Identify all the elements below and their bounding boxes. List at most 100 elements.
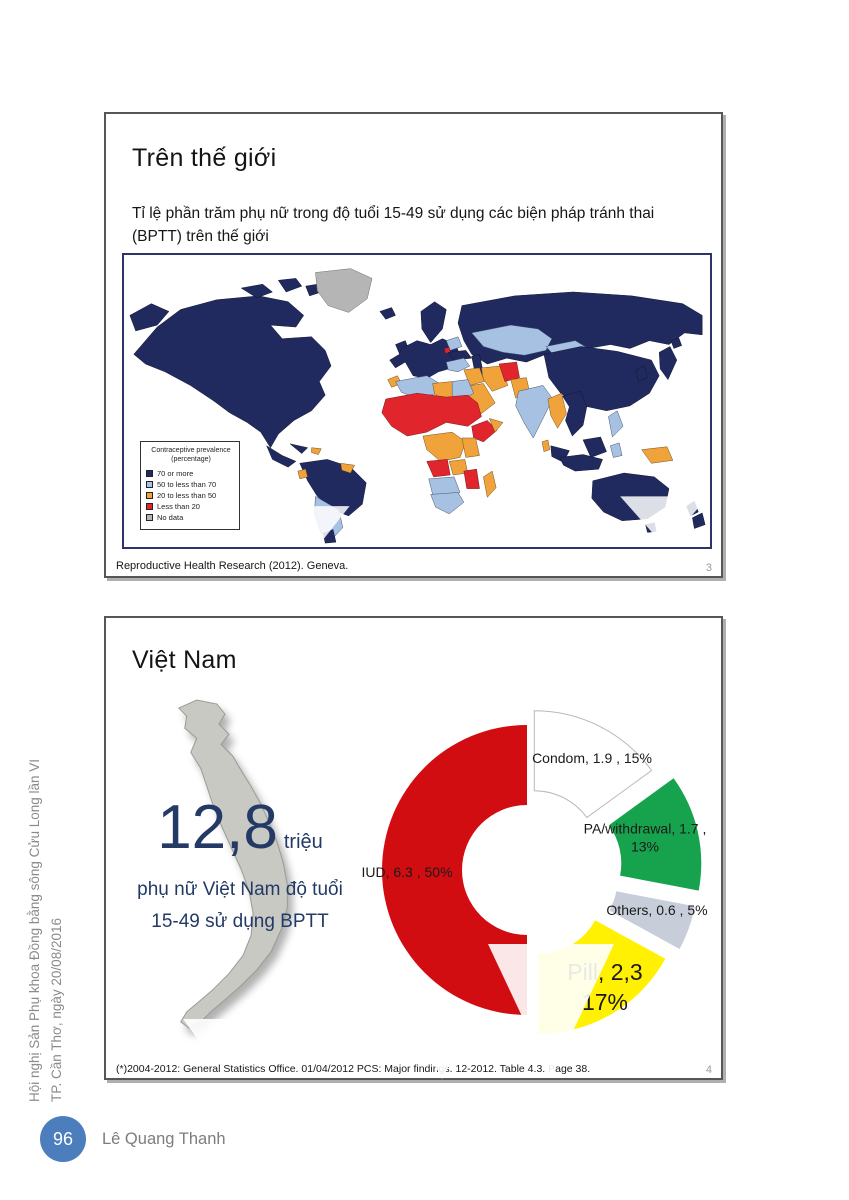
slide1-title: Trên thế giới xyxy=(132,144,277,172)
map-region xyxy=(483,470,497,498)
map-region xyxy=(445,336,463,351)
vietnam-stat-block: 12,8 triệu phụ nữ Việt Nam độ tuổi 15-49 … xyxy=(120,793,360,937)
watermark-triangle xyxy=(285,506,350,547)
map-legend-items: 70 or more 50 to less than 70 20 to less… xyxy=(146,469,236,522)
map-region xyxy=(129,303,170,332)
map-region xyxy=(582,436,607,458)
map-region xyxy=(299,459,367,517)
map-region xyxy=(381,392,482,437)
map-region xyxy=(277,278,303,293)
map-region xyxy=(692,512,706,529)
stat-number-line: 12,8 triệu xyxy=(120,793,360,862)
map-region xyxy=(515,385,554,439)
map-region xyxy=(547,392,567,429)
map-region xyxy=(562,390,588,437)
legend-label: No data xyxy=(157,513,184,523)
legend-swatch-less-20 xyxy=(146,503,153,511)
map-region xyxy=(420,301,447,344)
donut-slice-others xyxy=(609,891,695,949)
map-region xyxy=(608,410,624,438)
map-region xyxy=(471,324,553,356)
legend-item: No data xyxy=(146,513,236,522)
sidebar-line-2: TP. Cần Thơ, ngày 20/08/2016 xyxy=(48,918,64,1102)
donut-label-others: Others, 0.6 , 5% xyxy=(606,902,708,918)
map-region xyxy=(463,468,480,489)
map-region xyxy=(670,337,682,349)
map-region xyxy=(498,361,520,382)
map-region xyxy=(311,447,322,455)
world-map-frame: Contraceptive prevalence (percentage) 70… xyxy=(122,253,712,549)
pa-label-line1: PA/withdrawal, 1.7 , xyxy=(583,820,707,837)
donut-slice-iud xyxy=(382,725,527,1015)
map-region xyxy=(389,338,461,379)
map-region xyxy=(430,492,465,515)
stat-unit: triệu xyxy=(283,831,323,853)
donut-slice-condom xyxy=(533,710,653,819)
map-region xyxy=(133,295,332,449)
watermark-triangle xyxy=(620,496,709,547)
map-region xyxy=(297,468,308,480)
stat-line-1: phụ nữ Việt Nam độ tuổi xyxy=(137,879,343,901)
pa-label-line2: 13% xyxy=(630,838,660,854)
map-region-greenland xyxy=(315,268,373,313)
legend-title-line2: (percentage) xyxy=(171,456,211,464)
legend-swatch-50-70 xyxy=(146,481,153,489)
map-region xyxy=(559,454,603,472)
page-number: 96 xyxy=(52,1128,74,1149)
legend-title-line1: Contraceptive prevalence xyxy=(151,447,231,454)
slide2-title: Việt Nam xyxy=(132,646,237,674)
vietnam-map-silhouette xyxy=(177,699,288,1029)
world-map-svg xyxy=(129,268,709,547)
slide-vietnam: Việt Nam 12,8 triệu phụ nữ Việt Nam độ tu… xyxy=(104,616,723,1080)
legend-label: 50 to less than 70 xyxy=(157,480,217,490)
page-number-badge: 96 xyxy=(40,1116,86,1162)
map-region xyxy=(447,350,473,361)
author-name: Lê Quang Thanh xyxy=(102,1130,226,1148)
map-legend: Contraceptive prevalence (percentage) 70… xyxy=(140,441,240,531)
donut-label-condom: Condom, 1.9 , 15% xyxy=(532,750,652,766)
map-region xyxy=(635,365,648,382)
sidebar-line-1: Hội nghị Sản Phụ khoa Đồng bằng sông Cửu… xyxy=(27,758,42,1102)
legend-item: 50 to less than 70 xyxy=(146,480,236,489)
map-region xyxy=(289,443,309,454)
map-region xyxy=(658,346,678,381)
map-region xyxy=(422,431,467,462)
legend-item: 70 or more xyxy=(146,469,236,478)
map-region xyxy=(379,307,396,320)
map-region xyxy=(488,418,504,433)
map-region xyxy=(541,439,551,452)
map-region xyxy=(461,437,480,458)
map-legend-title: Contraceptive prevalence (percentage) xyxy=(146,446,236,464)
donut-slice-pa-withdrawal xyxy=(608,778,702,891)
map-region xyxy=(471,420,498,443)
stat-number: 12,8 xyxy=(157,793,278,862)
legend-item: 20 to less than 50 xyxy=(146,491,236,500)
map-region xyxy=(426,459,451,478)
legend-label: 70 or more xyxy=(157,469,194,479)
slide1-number: 3 xyxy=(705,562,712,574)
vietnam-shape xyxy=(177,699,288,1029)
map-region xyxy=(340,463,355,474)
donut-label-iud: IUD, 6.3 , 50% xyxy=(361,864,453,880)
map-region xyxy=(266,445,297,468)
stat-line-2: 15-49 sử dụng BPTT xyxy=(151,910,329,932)
map-region xyxy=(446,357,471,373)
map-region xyxy=(641,446,674,464)
slide-world: Trên thế giới Tỉ lệ phần trăm phụ nữ tro… xyxy=(104,112,723,578)
slide2-number: 4 xyxy=(705,1064,712,1076)
map-region xyxy=(481,365,509,392)
legend-swatch-70-or-more xyxy=(146,470,153,478)
map-region xyxy=(610,442,623,458)
sidebar-conference-note: Hội nghị Sản Phụ khoa Đồng bằng sông Cửu… xyxy=(24,750,67,1102)
slide2-footnote: (*)2004-2012: General Statistics Office.… xyxy=(116,1063,591,1075)
map-region xyxy=(240,283,273,299)
legend-label: 20 to less than 50 xyxy=(157,491,217,501)
slide1-source-caption: Reproductive Health Research (2012). Gen… xyxy=(116,560,349,572)
legend-item: Less than 20 xyxy=(146,502,236,511)
stat-description: phụ nữ Việt Nam độ tuổi 15-49 sử dụng BP… xyxy=(120,874,360,937)
legend-swatch-20-50 xyxy=(146,492,153,500)
slide1-subtitle: Tỉ lệ phần trăm phụ nữ trong độ tuổi 15-… xyxy=(132,205,655,246)
donut-label-pa-withdrawal: PA/withdrawal, 1.7 , 13% xyxy=(555,821,735,856)
legend-swatch-no-data xyxy=(146,514,153,522)
